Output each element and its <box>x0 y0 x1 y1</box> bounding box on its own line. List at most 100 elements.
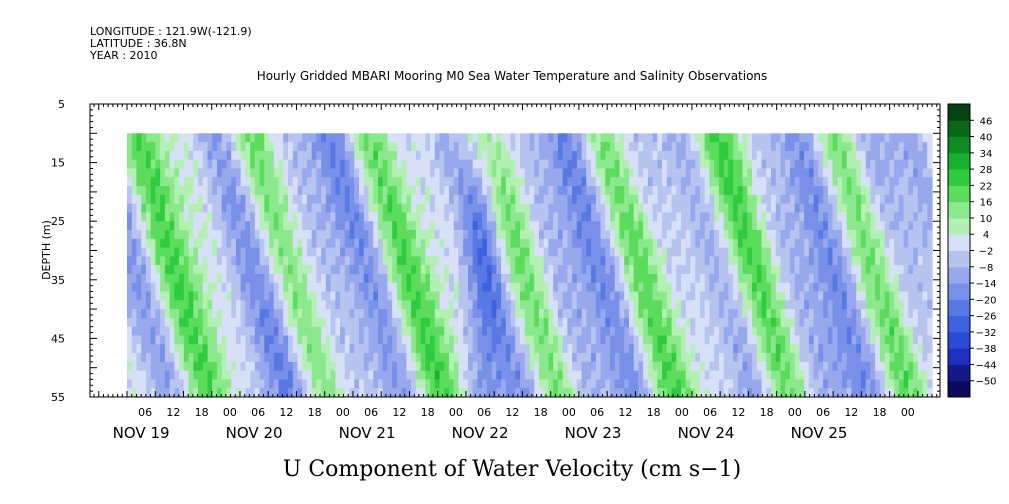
heatmap-cell <box>842 326 848 337</box>
heatmap-cell <box>392 353 398 363</box>
heatmap-cell <box>718 370 725 381</box>
heatmap-cell <box>605 273 611 284</box>
heatmap-cell <box>666 309 673 319</box>
heatmap-cell <box>141 361 147 372</box>
heatmap-cell <box>628 282 635 293</box>
heatmap-cell <box>415 247 422 257</box>
heatmap-cell <box>557 247 564 257</box>
heatmap-cell <box>482 186 488 196</box>
heatmap-cell <box>652 133 658 143</box>
heatmap-cell <box>576 238 583 249</box>
heatmap-cell <box>297 194 303 205</box>
heatmap-cell <box>202 247 209 257</box>
heatmap-cell <box>207 133 213 143</box>
heatmap-cell <box>595 168 602 178</box>
heatmap-cell <box>586 159 592 170</box>
heatmap-cell <box>463 282 469 293</box>
heatmap-cell <box>425 273 431 284</box>
heatmap-cell <box>591 370 597 381</box>
heatmap-cell <box>856 247 862 257</box>
heatmap-cell <box>799 326 805 337</box>
heatmap-cell <box>491 238 497 249</box>
heatmap-cell <box>633 300 640 310</box>
heatmap-cell <box>676 282 682 293</box>
heatmap-cell <box>894 212 900 222</box>
heatmap-cell <box>131 203 138 214</box>
heatmap-cell <box>179 300 185 310</box>
heatmap-cell <box>164 203 171 214</box>
heatmap-cell <box>775 300 782 310</box>
heatmap-cell <box>463 229 469 240</box>
heatmap-cell <box>515 133 521 143</box>
heatmap-cell <box>846 370 853 381</box>
heatmap-cell <box>652 370 658 381</box>
heatmap-cell <box>789 194 796 205</box>
heatmap-cell <box>302 221 308 231</box>
heatmap-cell <box>160 212 166 222</box>
heatmap-cell <box>321 203 327 214</box>
heatmap-cell <box>761 361 767 372</box>
heatmap-cell <box>212 379 218 389</box>
heatmap-cell <box>619 282 625 293</box>
heatmap-cell <box>742 221 748 231</box>
heatmap-cell <box>903 379 909 389</box>
heatmap-cell <box>756 247 763 257</box>
heatmap-cell <box>709 265 715 275</box>
heatmap-cell <box>193 168 199 178</box>
heatmap-cell <box>216 300 223 310</box>
heatmap-cell <box>141 309 147 319</box>
heatmap-cell <box>463 335 469 345</box>
heatmap-cell <box>273 265 280 275</box>
heatmap-cell <box>316 379 322 389</box>
heatmap-cell <box>600 229 606 240</box>
heatmap-cell <box>382 133 389 143</box>
heatmap-cell <box>733 168 739 178</box>
heatmap-cell <box>406 309 412 319</box>
heatmap-cell <box>614 203 621 214</box>
heatmap-cell <box>695 335 701 345</box>
heatmap-cell <box>889 309 895 319</box>
heatmap-cell <box>619 194 625 205</box>
heatmap-cell <box>396 300 403 310</box>
heatmap-cell <box>534 168 540 178</box>
heatmap-cell <box>510 265 516 275</box>
heatmap-cell <box>581 247 587 257</box>
heatmap-cell <box>169 247 175 257</box>
heatmap-cell <box>638 291 644 301</box>
heatmap-cell <box>562 229 568 240</box>
heatmap-cell <box>794 353 801 363</box>
heatmap-cell <box>420 212 426 222</box>
heatmap-cell <box>145 282 152 293</box>
heatmap-cell <box>529 326 535 337</box>
heatmap-cell <box>619 370 625 381</box>
heatmap-cell <box>155 221 161 231</box>
heatmap-cell <box>467 150 474 161</box>
heatmap-cell <box>548 221 554 231</box>
heatmap-cell <box>501 370 507 381</box>
heatmap-cell <box>430 300 436 310</box>
heatmap-cell <box>155 159 161 170</box>
heatmap-cell <box>808 300 815 310</box>
heatmap-cell <box>306 150 313 161</box>
heatmap-cell <box>306 221 313 231</box>
heatmap-cell <box>302 309 308 319</box>
heatmap-cell <box>235 186 242 196</box>
heatmap-cell <box>453 168 460 178</box>
heatmap-cell <box>335 265 341 275</box>
heatmap-cell <box>903 194 909 205</box>
heatmap-cell <box>472 256 479 266</box>
heatmap-cell <box>273 150 280 161</box>
heatmap-cell <box>368 300 374 310</box>
heatmap-cell <box>344 335 351 345</box>
heatmap-cell <box>425 326 431 337</box>
heatmap-cell <box>875 133 881 143</box>
heatmap-cell <box>434 256 441 266</box>
heatmap-cell <box>747 133 753 143</box>
heatmap-cell <box>169 186 175 196</box>
heatmap-cell <box>382 335 389 345</box>
heatmap-cell <box>373 273 379 284</box>
heatmap-cell <box>411 133 417 143</box>
heatmap-cell <box>212 203 218 214</box>
heatmap-cell <box>591 335 597 345</box>
heatmap-cell <box>823 265 829 275</box>
